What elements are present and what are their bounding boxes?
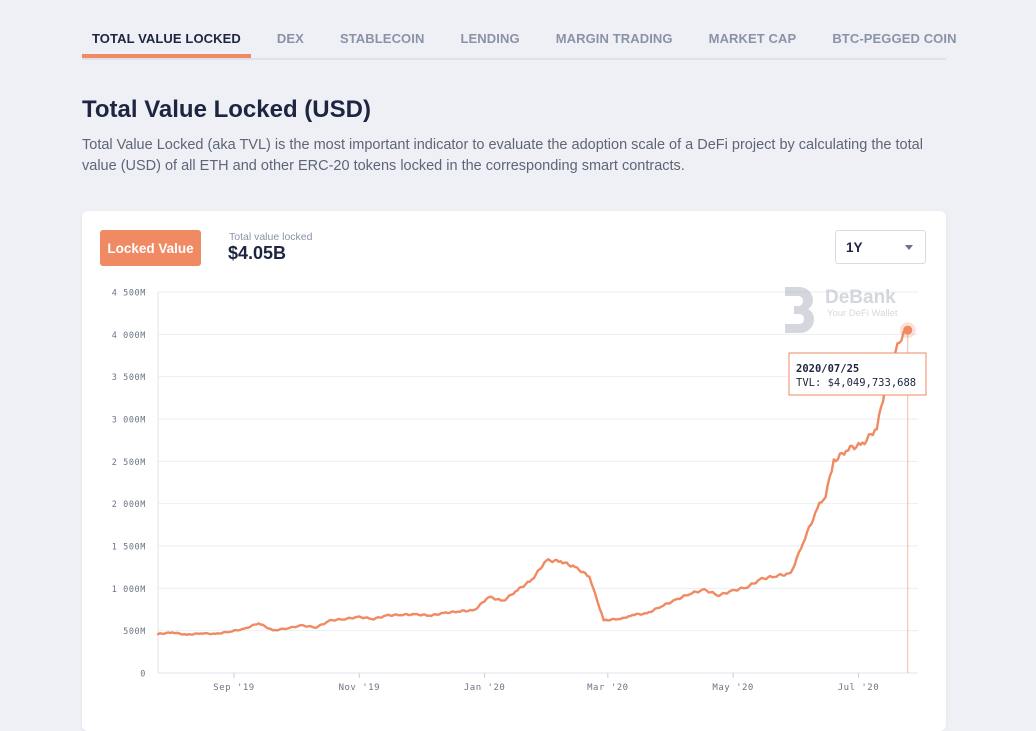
x-tick-label: Sep '19 <box>213 683 254 693</box>
tab-total-value-locked[interactable]: TOTAL VALUE LOCKED <box>82 20 251 58</box>
y-tick-label: 4 000M <box>112 331 146 341</box>
time-range-value: 1Y <box>846 239 863 255</box>
chart-tooltip: 2020/07/25 TVL: $4,049,733,688 <box>788 322 927 673</box>
x-tick-label: Nov '19 <box>339 683 380 693</box>
y-tick-label: 1 000M <box>112 585 146 595</box>
y-tick-label: 2 000M <box>112 500 146 510</box>
page-title: Total Value Locked (USD) <box>82 96 371 123</box>
watermark-name: DeBank <box>825 287 896 308</box>
y-axis-ticks: 0 500M 1 000M 1 500M 2 000M 2 500M 3 000M 3 500… <box>112 289 146 680</box>
tab-lending[interactable]: LENDING <box>460 31 520 46</box>
y-tick-label: 500M <box>123 627 146 637</box>
time-range-select[interactable]: 1Y <box>835 230 926 264</box>
y-tick-label: 3 500M <box>112 373 146 383</box>
y-tick-label: 0 <box>140 670 146 680</box>
x-axis-ticks: Sep '19 Nov '19 Jan '20 Mar '20 May '20 Jul '… <box>213 673 879 693</box>
tooltip-value: TVL: $4,049,733,688 <box>796 377 916 389</box>
y-tick-label: 1 500M <box>112 543 146 553</box>
debank-logo-icon <box>785 287 814 333</box>
tab-margin-trading[interactable]: MARGIN TRADING <box>555 31 673 46</box>
x-tick-label: Mar '20 <box>587 683 628 693</box>
tab-stablecoin[interactable]: STABLECOIN <box>339 31 425 46</box>
tab-dex[interactable]: DEX <box>276 31 304 46</box>
debank-watermark: DeBank Your DeFi Wallet <box>785 287 898 333</box>
chart-grid <box>157 291 918 674</box>
tab-btc-pegged-coin[interactable]: BTC-PEGGED COIN <box>832 31 957 46</box>
chevron-down-icon <box>905 244 913 250</box>
tooltip-box <box>788 352 927 396</box>
chart-card: Locked Value Total value locked $4.05B 1… <box>82 211 946 731</box>
x-tick-label: May '20 <box>712 683 753 693</box>
category-tabs: TOTAL VALUE LOCKED DEX STABLECOIN LENDING MA… <box>82 20 957 60</box>
tvl-series-line <box>156 328 909 636</box>
tooltip-date: 2020/07/25 <box>796 363 859 375</box>
page-description: Total Value Locked (aka TVL) is the most… <box>82 137 923 174</box>
tab-market-cap[interactable]: MARKET CAP <box>708 31 797 46</box>
watermark-tagline: Your DeFi Wallet <box>827 308 898 319</box>
tooltip-point <box>903 325 913 335</box>
y-tick-label: 3 000M <box>112 416 146 426</box>
x-tick-label: Jan '20 <box>464 683 505 693</box>
x-tick-label: Jul '20 <box>838 683 879 693</box>
locked-value-button[interactable]: Locked Value <box>100 230 201 266</box>
tvl-value: $4.05B <box>228 243 287 263</box>
tvl-label: Total value locked <box>229 231 313 243</box>
y-tick-label: 4 500M <box>112 289 146 299</box>
tvl-line-chart[interactable]: 0 500M 1 000M 1 500M 2 000M 2 500M 3 000M 3 500… <box>82 211 946 707</box>
y-tick-label: 2 500M <box>112 458 146 468</box>
